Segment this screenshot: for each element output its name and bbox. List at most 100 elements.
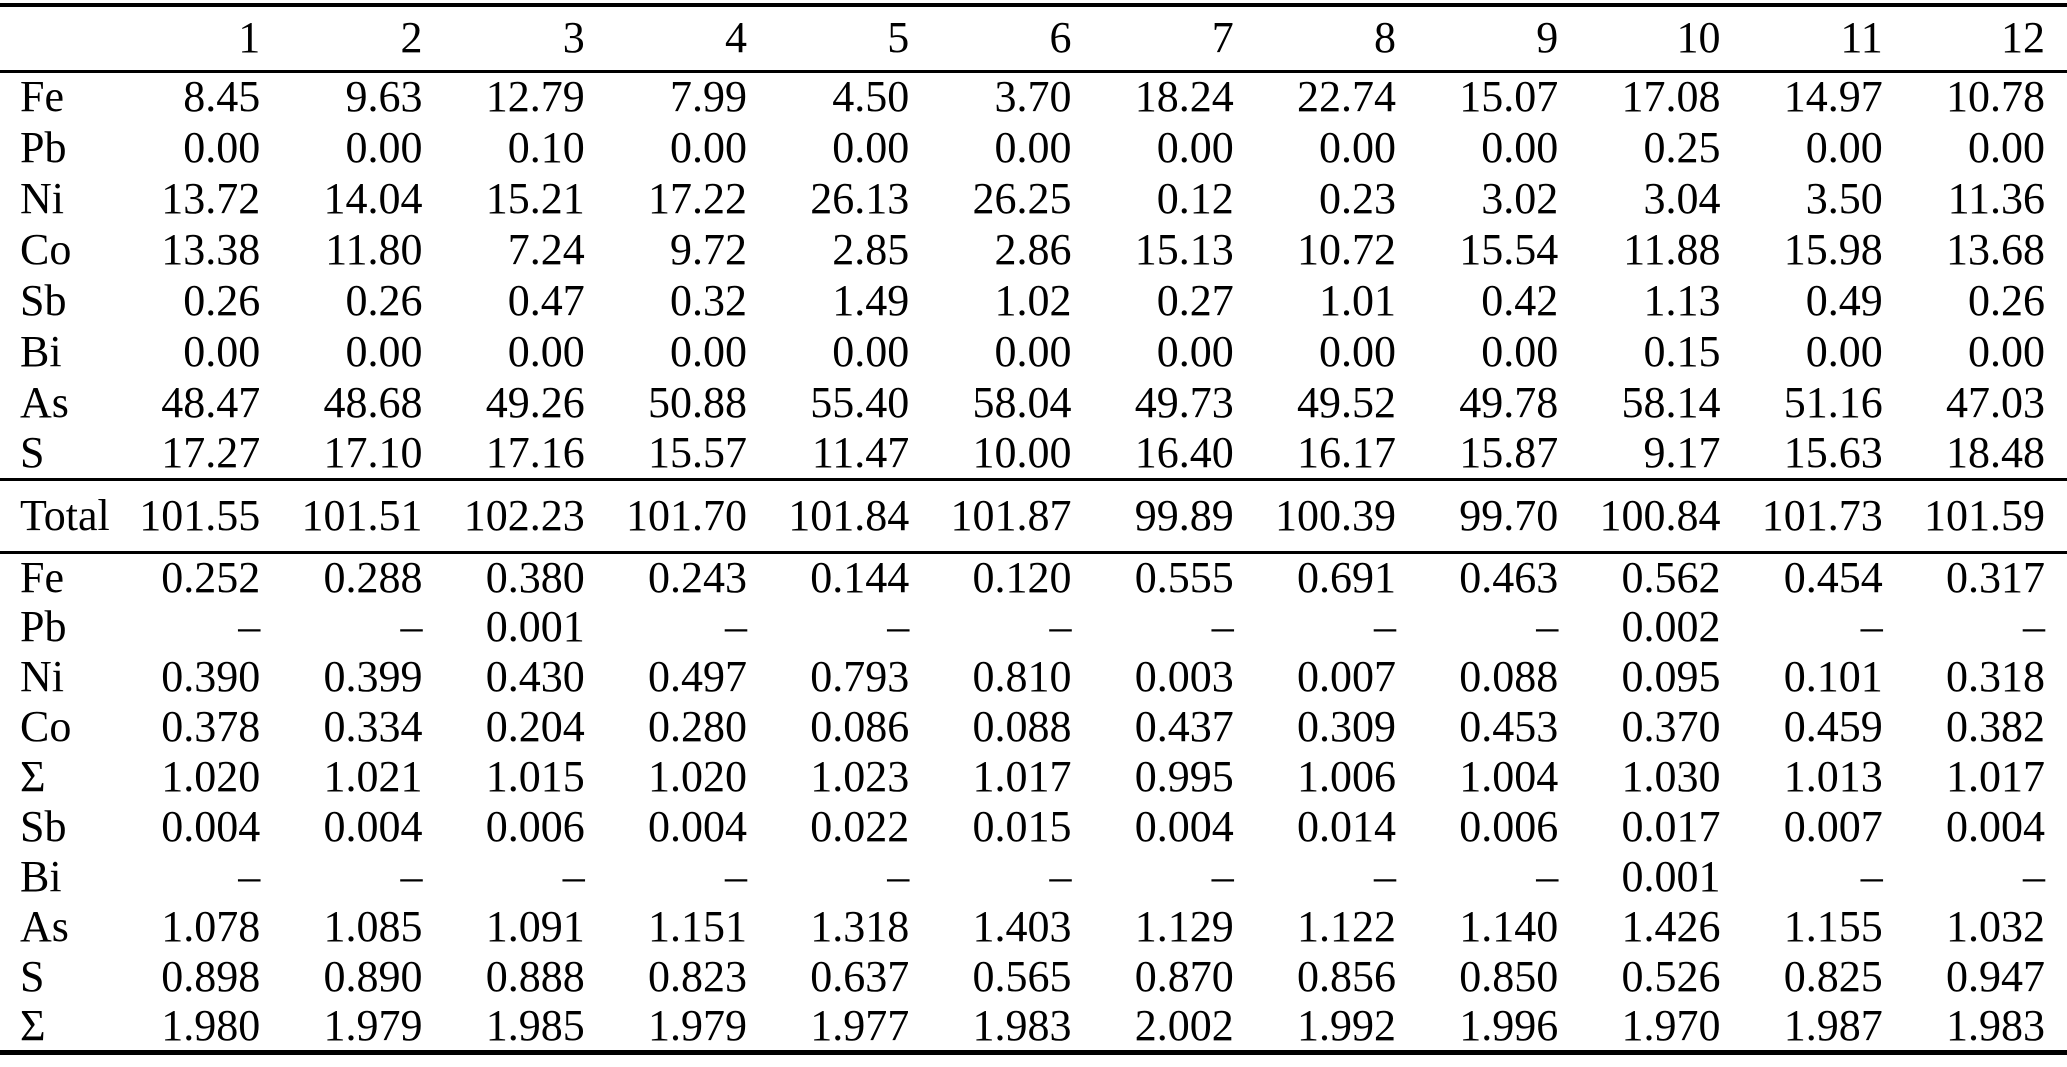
table-cell: 0.280 [648,702,747,751]
table-cell: 49.78 [1459,377,1559,427]
table-cell: 0.00 [507,326,585,376]
table-cell: – [1049,602,1072,651]
table-cell: 0.00 [1319,122,1396,172]
table-cell: 2.86 [994,224,1072,274]
table-cell: 1.979 [323,1000,423,1050]
table-cell: 1.004 [1459,752,1559,801]
table-cell: 1.023 [810,752,910,801]
table-cell: 0.25 [1643,122,1721,172]
table-cell: – [400,852,423,901]
table-cell: 1.021 [323,752,423,801]
table-cell: 1.017 [1946,752,2045,801]
table-cell: 18.48 [1946,427,2045,477]
row-label: S [20,427,45,477]
row-label: As [20,902,69,951]
table-cell: 0.00 [345,122,423,172]
table-row: Fe 0.252 0.288 0.380 0.243 0.144 0.120 0.555 0.6… [0,552,2067,602]
table-row: Sb 0.26 0.26 0.47 0.32 1.49 1.02 0.27 1.01 0.42 1.… [0,275,2067,326]
column-header: 10 [1676,13,1721,63]
table-cell: 0.850 [1459,952,1559,1001]
table-cell: 0.430 [485,652,585,701]
table-cell: 0.825 [1783,952,1883,1001]
table-cell: 9.63 [345,72,423,122]
table-cell: 1.983 [1946,1000,2045,1050]
table-row: As 1.078 1.085 1.091 1.151 1.318 1.403 1.129 1.1… [0,902,2067,952]
table-cell: 0.00 [994,122,1072,172]
table-cell: 1.030 [1621,752,1721,801]
table-cell: 101.70 [626,490,747,540]
column-header: 3 [562,13,585,63]
table-cell: 99.89 [1134,490,1234,540]
table-cell: 0.00 [1968,122,2045,172]
table-cell: 13.38 [161,224,261,274]
table-cell: 15.07 [1459,72,1559,122]
table-cell: 0.101 [1783,652,1883,701]
table-cell: 10.78 [1946,72,2045,122]
table-cell: 0.382 [1946,702,2045,751]
table-cell: 0.26 [345,275,423,325]
table-cell: 0.001 [1621,852,1721,901]
table-row: Pb – – 0.001 – – – – – – 0.002 – – [0,602,2067,652]
table-cell: 1.032 [1946,902,2045,951]
table-cell: 7.24 [507,224,585,274]
table-cell: 0.10 [507,122,585,172]
table-cell: – [2023,852,2045,901]
row-label: Co [20,702,72,751]
table-cell: 0.26 [183,275,261,325]
table-cell: 15.57 [648,427,747,477]
table-cell: 0.002 [1621,602,1721,651]
table-cell: 0.022 [810,802,910,851]
table-cell: 3.50 [1805,173,1883,223]
header-row: 1 2 3 4 5 6 7 8 9 10 11 12 [0,5,2067,71]
table-cell: – [238,602,261,651]
table-cell: 0.243 [648,552,747,602]
table-cell: 1.013 [1783,752,1883,801]
table-cell: 3.70 [994,72,1072,122]
apfu-body: Fe 0.252 0.288 0.380 0.243 0.144 0.120 0.555 0.6… [0,552,2067,1052]
table-cell: 1.091 [485,902,585,951]
table-cell: 0.437 [1134,702,1234,751]
table-cell: 0.006 [1459,802,1559,851]
table-cell: 0.288 [323,552,423,602]
table-cell: 15.21 [485,173,585,223]
table-cell: – [1860,602,1883,651]
table-cell: 0.015 [972,802,1072,851]
table-cell: 0.00 [183,122,261,172]
table-cell: 0.003 [1134,652,1234,701]
table-cell: 26.13 [810,173,910,223]
table-cell: 15.98 [1783,224,1883,274]
table-cell: 1.992 [1297,1000,1396,1050]
table-cell: 50.88 [648,377,747,427]
table-cell: 0.562 [1621,552,1721,602]
table-cell: 14.97 [1783,72,1883,122]
table-row: As 48.47 48.68 49.26 50.88 55.40 58.04 49.73 49.… [0,377,2067,428]
table-cell: 0.32 [670,275,747,325]
table-cell: 0.00 [1481,122,1559,172]
table-cell: 101.59 [1924,490,2045,540]
table-cell: 17.10 [323,427,423,477]
table-cell: 1.151 [648,902,747,951]
table-cell: 0.088 [1459,652,1559,701]
row-label: Fe [20,72,64,122]
table-cell: 0.823 [648,952,747,1001]
table-cell: 0.309 [1297,702,1396,751]
table-cell: 1.987 [1783,1000,1883,1050]
table-cell: 0.00 [670,122,747,172]
row-label: Sb [20,275,67,325]
table-row: Fe 8.45 9.63 12.79 7.99 4.50 3.70 18.24 22.74 15.… [0,71,2067,122]
table-row: Σ 1.980 1.979 1.985 1.979 1.977 1.983 2.002 1.99… [0,1002,2067,1052]
table-cell: 101.51 [301,490,423,540]
column-header: 8 [1374,13,1396,63]
table-cell: 0.004 [648,802,747,851]
table-cell: 1.977 [810,1000,910,1050]
table-cell: 0.565 [972,952,1072,1001]
table-cell: 0.00 [183,326,261,376]
table-cell: 102.23 [463,490,585,540]
table-cell: 16.17 [1297,427,1396,477]
table-cell: 101.84 [788,490,910,540]
row-label: Σ [20,752,46,801]
table-cell: 48.68 [323,377,423,427]
table-row: Co 13.38 11.80 7.24 9.72 2.85 2.86 15.13 10.72 15… [0,224,2067,275]
table-cell: 1.085 [323,902,423,951]
table-cell: 0.014 [1297,802,1396,851]
